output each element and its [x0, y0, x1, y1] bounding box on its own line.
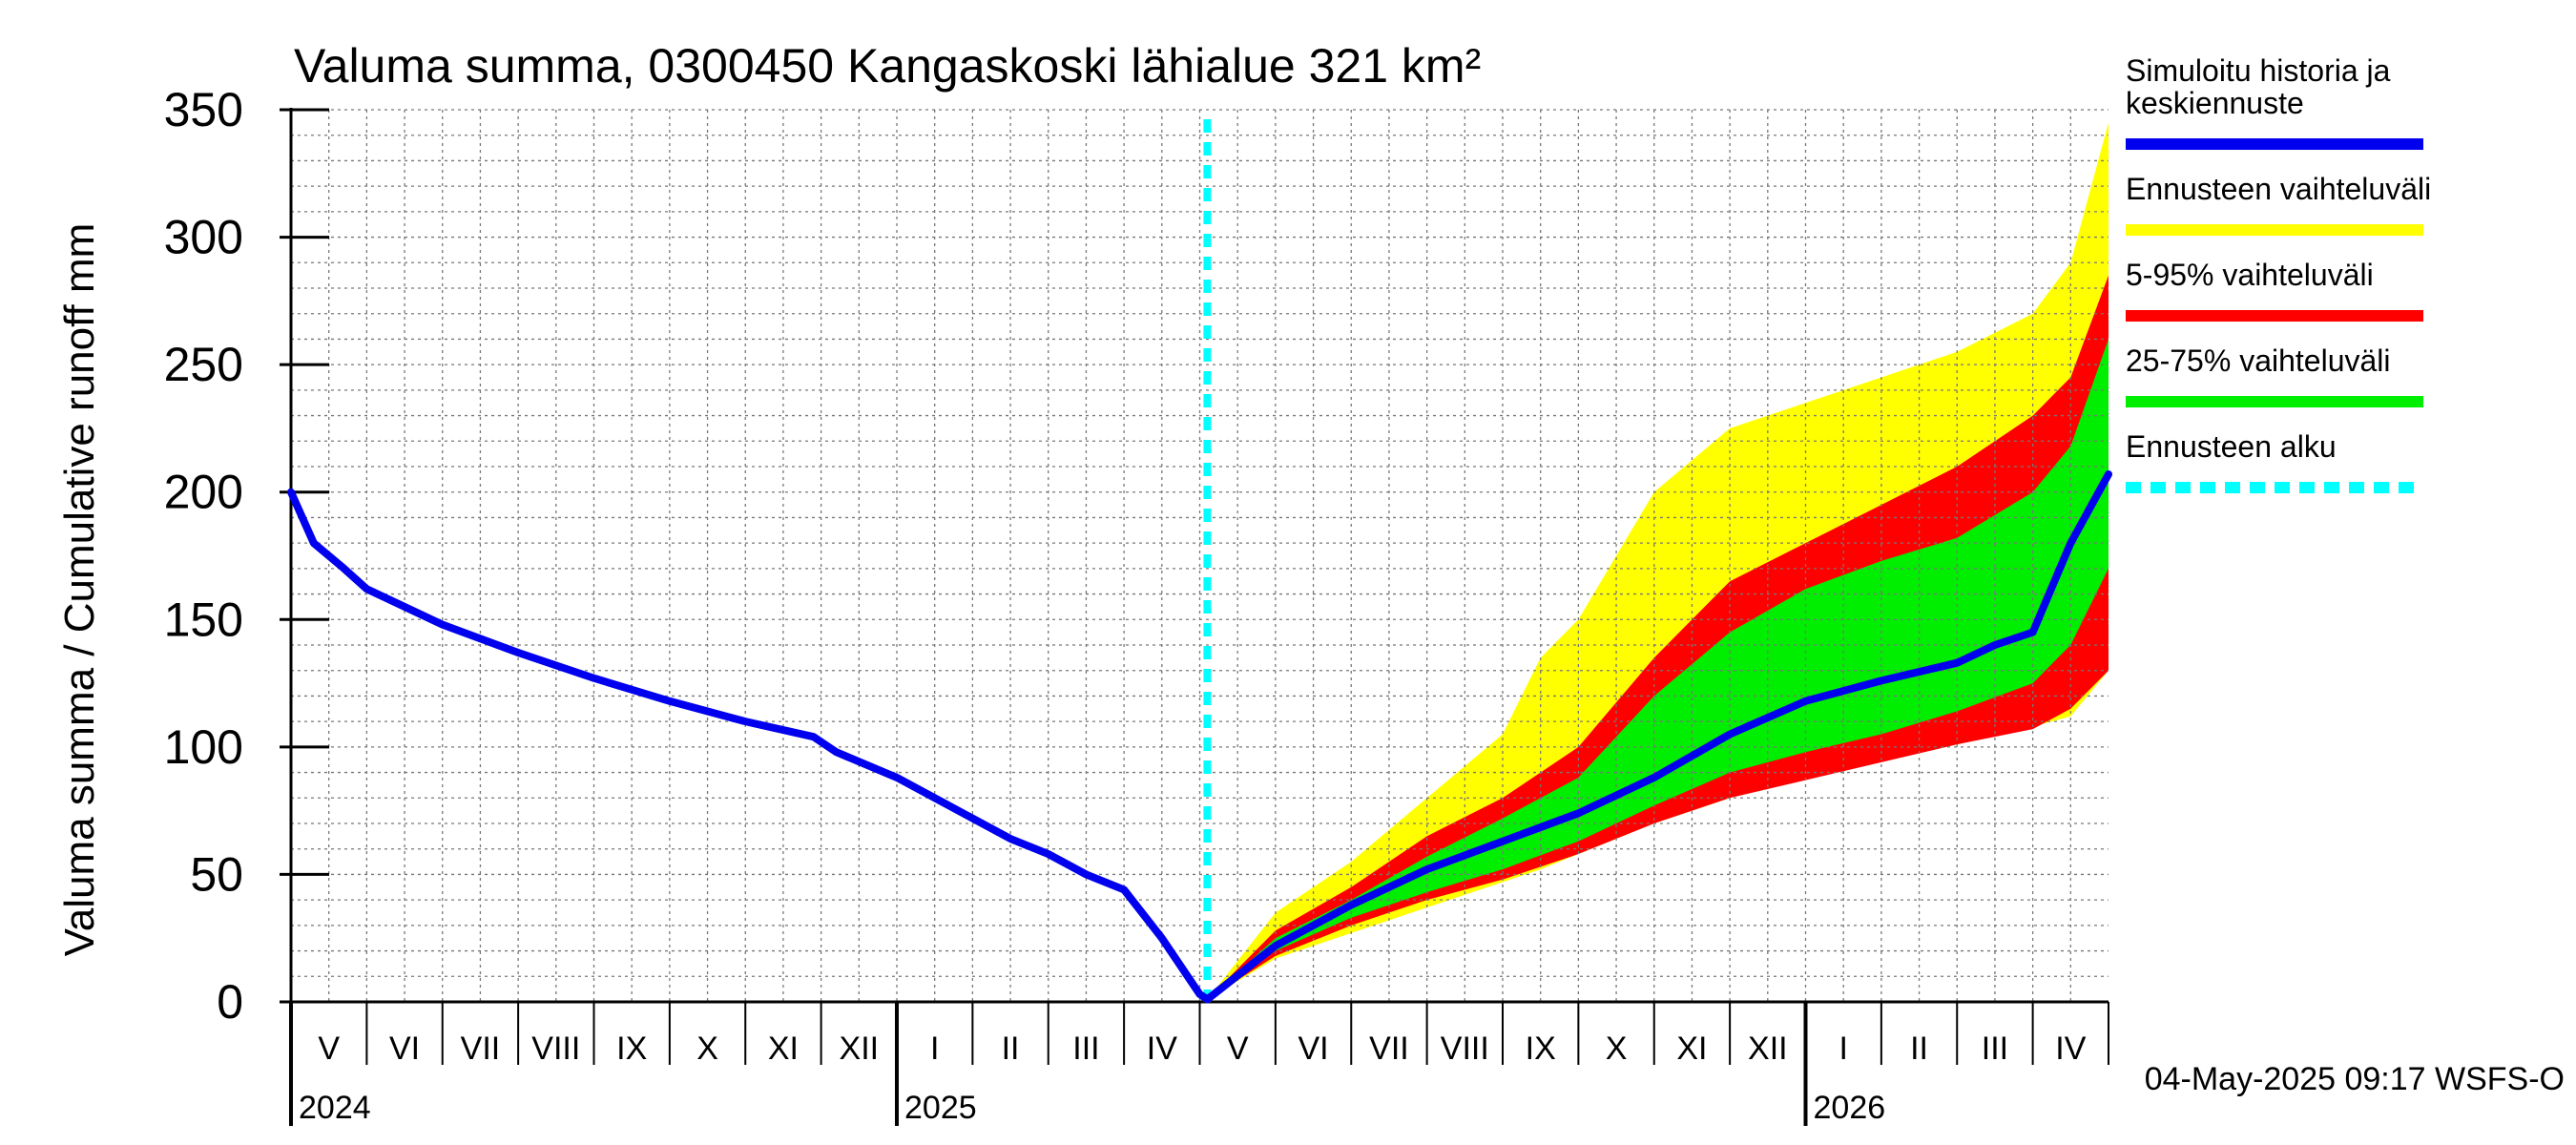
- x-month-label: III: [1072, 1030, 1099, 1067]
- x-month-label: V: [1227, 1030, 1249, 1067]
- legend-label-3: 25-75% vaihteluväli: [2126, 344, 2391, 378]
- x-month-label: XII: [1748, 1030, 1788, 1067]
- x-month-label: IV: [1147, 1030, 1177, 1067]
- x-month-label: IX: [616, 1030, 647, 1067]
- x-month-label: XII: [840, 1030, 880, 1067]
- series-lines: [287, 119, 2112, 1004]
- legend-label-0: Simuloitu historia ja: [2126, 53, 2391, 88]
- legend-label-0: keskiennuste: [2126, 86, 2304, 120]
- y-tick-label: 150: [164, 593, 243, 646]
- x-month-label: XI: [768, 1030, 799, 1067]
- y-tick-label: 350: [164, 83, 243, 136]
- legend-label-4: Ennusteen alku: [2126, 429, 2337, 464]
- x-month-label: VIII: [531, 1030, 580, 1067]
- y-tick-label: 200: [164, 466, 243, 519]
- y-tick-label: 50: [190, 847, 243, 901]
- x-month-label: VI: [389, 1030, 420, 1067]
- y-tick-label: 300: [164, 211, 243, 264]
- x-year-label: 2024: [299, 1090, 371, 1126]
- footer-timestamp: 04-May-2025 09:17 WSFS-O: [2145, 1061, 2565, 1097]
- mean-series-line: [287, 470, 2112, 1004]
- band-area-0: [1207, 122, 2109, 1000]
- x-month-label: VII: [461, 1030, 501, 1067]
- x-month-label: VI: [1298, 1030, 1329, 1067]
- x-month-label: III: [1982, 1030, 2008, 1067]
- x-year-label: 2026: [1814, 1090, 1886, 1126]
- chart-title: Valuma summa, 0300450 Kangaskoski lähial…: [294, 39, 1481, 93]
- x-month-label: I: [930, 1030, 939, 1067]
- x-month-label: XI: [1676, 1030, 1707, 1067]
- y-tick-label: 250: [164, 338, 243, 391]
- x-month-label: II: [1910, 1030, 1928, 1067]
- x-month-label: V: [318, 1030, 340, 1067]
- x-month-label: I: [1839, 1030, 1847, 1067]
- x-month-label: VII: [1369, 1030, 1409, 1067]
- y-tick-label: 100: [164, 720, 243, 774]
- x-month-label: X: [696, 1030, 718, 1067]
- x-month-label: II: [1002, 1030, 1020, 1067]
- legend-label-2: 5-95% vaihteluväli: [2126, 258, 2374, 292]
- x-month-label: IX: [1526, 1030, 1556, 1067]
- grid: [291, 109, 2109, 1002]
- x-month-label: IV: [2055, 1030, 2086, 1067]
- y-axis-label: Valuma summa / Cumulative runoff mm: [56, 223, 103, 957]
- x-ticks: V VI VII VIII IX X XI XII I II III IV V VI VII VIII IX X X…: [289, 1002, 2109, 1126]
- x-year-label: 2025: [904, 1090, 977, 1126]
- y-tick-label: 0: [217, 975, 243, 1029]
- legend-label-1: Ennusteen vaihteluväli: [2126, 172, 2431, 206]
- x-month-label: VIII: [1441, 1030, 1489, 1067]
- x-month-label: X: [1606, 1030, 1628, 1067]
- y-ticks: 0 50 100 150 200 250 300 350: [164, 83, 329, 1029]
